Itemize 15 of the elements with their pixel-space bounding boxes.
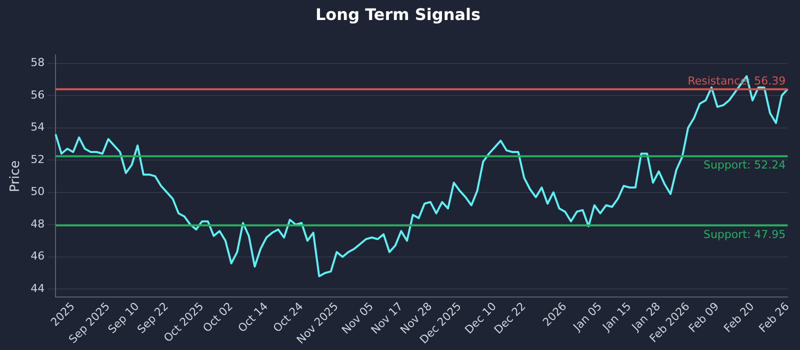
y-axis-title: Price [8, 160, 24, 192]
x-tick-label: Feb 20 [721, 300, 757, 336]
x-tick-label: Oct 14 [236, 300, 271, 335]
y-tick-label: 50 [30, 185, 45, 198]
chart-title: Long Term Signals [315, 4, 481, 24]
ref-line-label: Support: 47.95 [703, 228, 786, 241]
y-tick-label: 46 [30, 250, 45, 263]
y-tick-label: 58 [30, 56, 45, 70]
y-tick-label: 48 [30, 217, 45, 230]
y-tick-label: 56 [30, 88, 45, 102]
y-tick-label: 52 [30, 152, 45, 166]
ref-line-label: Support: 52.24 [703, 158, 786, 172]
y-tick-label: 44 [30, 282, 45, 296]
x-tick-label: Feb 26 [756, 300, 792, 336]
y-tick-label: 54 [30, 120, 45, 134]
